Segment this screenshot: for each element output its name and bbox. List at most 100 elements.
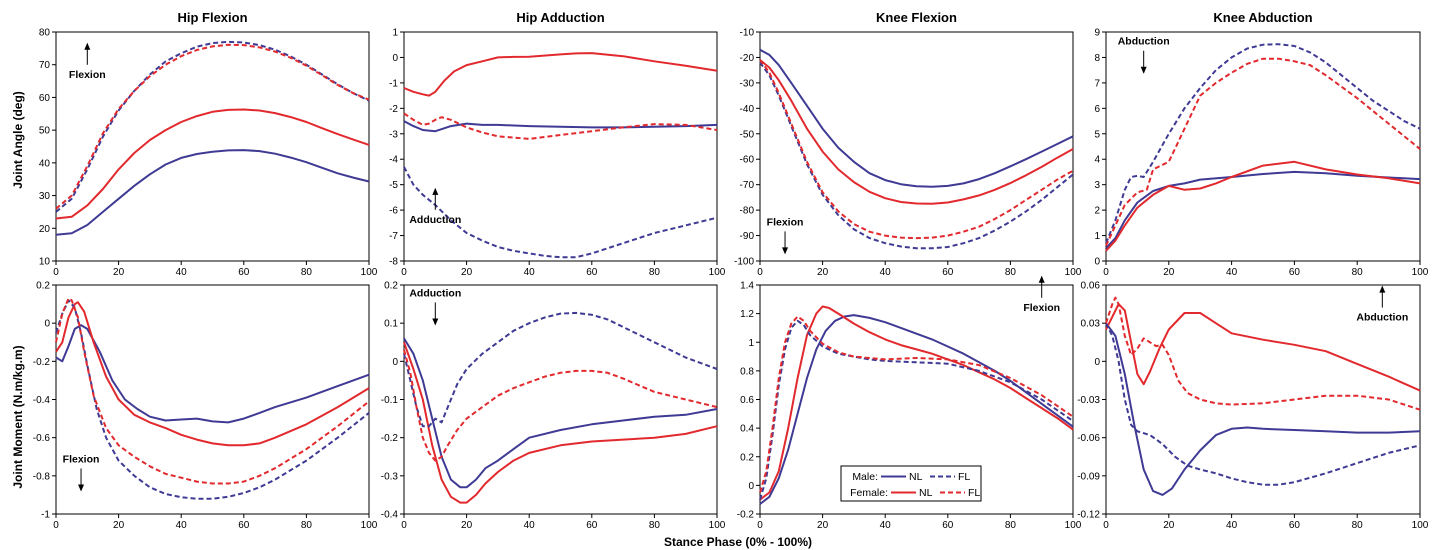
panel-6-y-tick-label: -0.4 — [381, 510, 399, 521]
panel-1-series-male-fl — [55, 40, 370, 213]
panel-3-x-tick-label: 0 — [757, 267, 763, 278]
panel-4-x-tick-label: 0 — [1103, 267, 1109, 278]
panel-4-y-tick-label: 9 — [1094, 28, 1100, 39]
panel-8-x-tick-label: 100 — [1412, 520, 1429, 531]
panel-5-series-male-nl — [55, 324, 370, 424]
panel-6-annotation: Adduction — [409, 287, 461, 299]
panel-4: Knee Abduction 0 20 40 60 80 100 0 1 2 3 4 5 6 7 8 9 Abdu… — [1094, 10, 1428, 278]
panel-4-series-female-nl — [1105, 160, 1421, 252]
panel-2-annotation: Adduction — [409, 214, 461, 226]
panel-7-y-tick-label: 1.2 — [740, 309, 754, 320]
panel-2-y-tick-label: -5 — [389, 180, 398, 191]
panel-1-series-male-nl — [55, 149, 370, 236]
panel-7-annotation-arrow-head — [1038, 275, 1045, 283]
legend-female-label: Female: — [850, 487, 888, 499]
panel-7-y-tick-label: 0.6 — [740, 395, 754, 406]
panel-6: 0 20 40 60 80 100 -0.4 -0.3 -0.2 -0.1 0 0.1 0.2 Adduc… — [381, 281, 726, 532]
panel-7-x-tick-label: 80 — [1005, 520, 1017, 531]
panel-3-x-tick-label: 80 — [1005, 267, 1017, 278]
panel-8-series-male-nl — [1105, 322, 1421, 496]
panel-2-series-male-nl — [403, 120, 718, 133]
panel-6-series-female-nl — [403, 341, 718, 504]
panel-6-y-tick-label: -0.3 — [381, 471, 399, 482]
legend-female-fl-label: FL — [968, 487, 980, 499]
panel-7-x-tick-label: 40 — [880, 520, 892, 531]
panel-2-series-female-fl — [403, 112, 718, 140]
panel-2-y-tick-label: -6 — [389, 206, 398, 217]
panel-3-y-tick-label: -90 — [740, 231, 755, 242]
panel-2-series-female-nl — [403, 52, 718, 97]
panel-3-title: Knee Flexion — [876, 10, 957, 25]
panel-8-y-tick-label: -0.06 — [1077, 433, 1100, 444]
panel-6-x-tick-label: 100 — [709, 520, 726, 531]
panel-4-y-tick-label: 7 — [1094, 78, 1100, 89]
panel-5-x-tick-label: 20 — [113, 520, 125, 531]
panel-4-y-tick-label: 2 — [1094, 206, 1100, 217]
panel-6-y-tick-label: 0.2 — [384, 281, 398, 292]
panel-4-y-tick-label: 8 — [1094, 53, 1100, 64]
panel-2-y-tick-label: -4 — [389, 155, 398, 166]
panel-5-x-tick-label: 100 — [361, 520, 378, 531]
panel-5-x-tick-label: 0 — [53, 520, 59, 531]
panel-7-annotation: Flexion — [1023, 302, 1060, 314]
legend-female-nl-label: NL — [919, 487, 933, 499]
panel-5-series-male-fl — [55, 299, 370, 500]
panel-7-series-male-nl — [759, 314, 1074, 505]
panel-3-x-tick-label: 40 — [880, 267, 892, 278]
panel-5-x-tick-label: 40 — [176, 520, 188, 531]
panel-2-y-tick-label: -7 — [389, 231, 398, 242]
panel-3-frame — [759, 31, 1074, 262]
panel-2-y-tick-label: -3 — [389, 129, 398, 140]
panel-2-x-tick-label: 20 — [461, 267, 473, 278]
panel-4-y-tick-label: 0 — [1094, 257, 1100, 268]
panel-3-x-tick-label: 20 — [817, 267, 829, 278]
panel-7-y-tick-label: -0.2 — [737, 510, 755, 521]
panel-5-annotation: Flexion — [63, 453, 100, 465]
panel-2-y-tick-label: -8 — [389, 257, 398, 268]
panel-8-x-tick-label: 60 — [1289, 520, 1301, 531]
legend-male-label: Male: — [852, 471, 878, 483]
panel-8-annotation: Abduction — [1356, 312, 1408, 324]
panel-6-series-male-fl — [403, 311, 718, 428]
panel-1-y-tick-label: 20 — [39, 224, 51, 235]
panel-5: 0 20 40 60 80 100 -1 -0.8 -0.6 -0.4 -0.2 0 0.2 Flexio… — [33, 281, 378, 532]
panel-3-annotation: Flexion — [767, 216, 804, 228]
panel-3-y-tick-label: -40 — [740, 104, 755, 115]
panel-4-y-tick-label: 4 — [1094, 155, 1100, 166]
panel-6-x-tick-label: 80 — [649, 520, 661, 531]
panel-5-x-tick-label: 80 — [301, 520, 313, 531]
panel-2-annotation-arrow-head — [432, 187, 439, 195]
panel-2-title: Hip Adduction — [516, 10, 604, 25]
panel-2-x-tick-label: 0 — [401, 267, 407, 278]
legend-box — [840, 465, 982, 502]
panel-7-y-tick-label: 1 — [748, 338, 754, 349]
panel-7-series-male-fl — [759, 319, 1074, 500]
panel-3: Knee Flexion 0 20 40 60 80 100 -100 -90 -80 -70 -60… — [734, 10, 1082, 278]
panel-1-annotation: Flexion — [69, 69, 106, 81]
panel-3-y-tick-label: -20 — [740, 53, 755, 64]
panel-4-series-male-nl — [1105, 170, 1421, 249]
panel-5-y-tick-label: 0.2 — [36, 281, 50, 292]
panel-6-series-male-nl — [403, 337, 718, 489]
panel-6-x-tick-label: 0 — [401, 520, 407, 531]
panel-4-annotation: Abduction — [1118, 36, 1170, 48]
panel-4-series-male-fl — [1105, 43, 1421, 244]
panel-1-x-tick-label: 60 — [238, 267, 250, 278]
panel-2-frame — [403, 31, 718, 262]
panel-6-y-tick-label: -0.2 — [381, 433, 399, 444]
panel-1-frame — [55, 31, 370, 262]
panel-4-y-tick-label: 5 — [1094, 129, 1100, 140]
panel-3-y-tick-label: -80 — [740, 206, 755, 217]
panel-2-series-male-fl — [403, 166, 718, 259]
panel-4-y-tick-label: 3 — [1094, 180, 1100, 191]
panel-3-y-tick-label: -30 — [740, 78, 755, 89]
panel-1-y-tick-label: 80 — [39, 28, 51, 39]
panel-2-y-tick-label: -1 — [389, 78, 398, 89]
panel-5-series-female-nl — [55, 301, 370, 447]
panel-3-series-female-fl — [759, 59, 1074, 240]
panel-3-series-male-fl — [759, 61, 1074, 250]
panel-7-y-tick-label: 0.2 — [740, 452, 754, 463]
panel-2: Hip Adduction 0 20 40 60 80 100 -8 -7 -6 -5 -4 -3 -2 -… — [389, 10, 726, 278]
panel-1-annotation-arrow-head — [84, 42, 91, 50]
